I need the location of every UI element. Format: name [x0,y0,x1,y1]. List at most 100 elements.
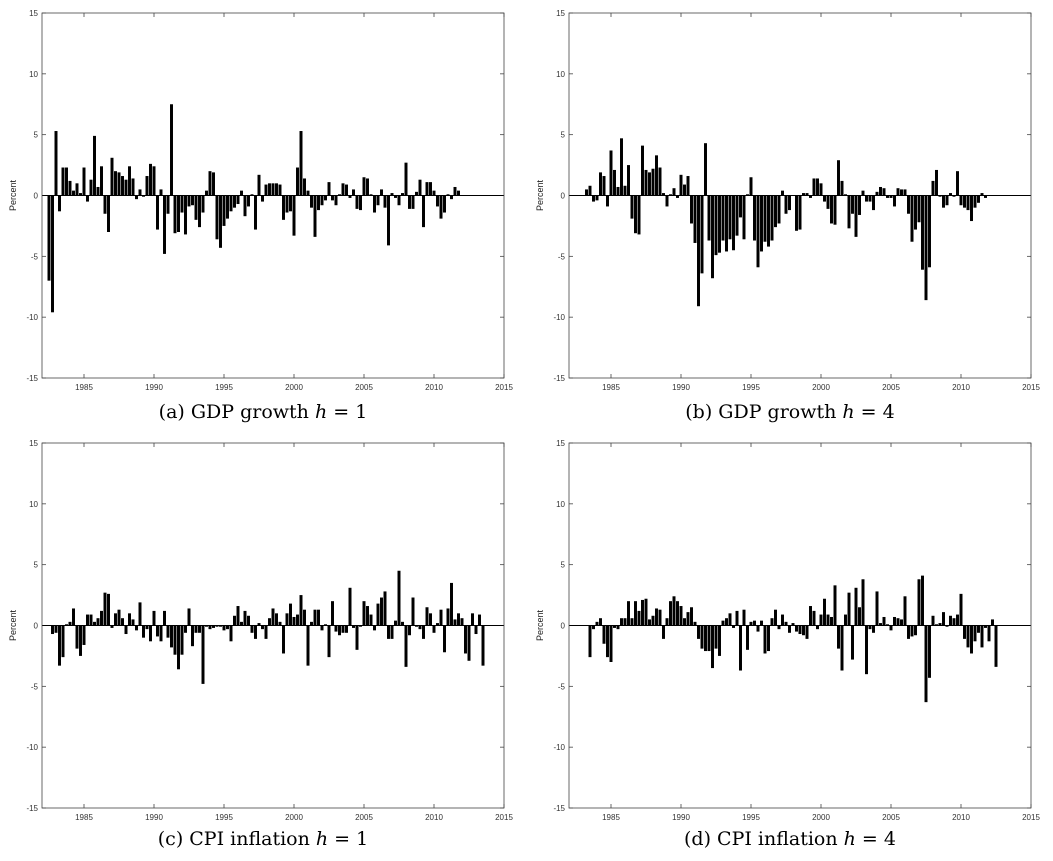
bar [725,195,728,252]
bar [341,625,345,633]
bar [669,601,672,626]
bar [264,625,268,639]
bar [422,625,425,639]
bar [914,625,917,636]
bar [728,195,732,240]
bar [847,592,851,626]
bar [760,195,763,252]
x-tick-label: 2010 [425,383,443,392]
bar [254,195,257,230]
bar [226,195,229,219]
x-tick-label: 1990 [672,813,690,822]
x-tick-label: 1990 [145,813,163,822]
bar [739,625,742,671]
caption-c-eq: = 1 [328,828,369,850]
chart-c: -15 -10 -5 0 5 10 15 1985 1990 1995 2000 2005 2010 20… [8,439,513,822]
bar [369,194,373,196]
bar [166,195,170,214]
bar [914,195,917,230]
bar [718,625,721,656]
bar [54,131,58,196]
bar [595,195,599,201]
caption-b-var: h [842,401,855,423]
x-tick-label: 2005 [882,383,900,392]
bar [194,195,198,220]
bar [613,625,616,628]
bar [348,195,352,198]
bar [795,625,798,632]
bar [609,150,613,196]
bar [791,623,795,626]
bar [457,613,460,626]
bar [746,194,749,196]
bar [236,606,240,626]
bar [208,171,212,196]
bar [198,195,201,228]
bar [721,195,725,241]
bar [268,183,271,196]
bar [805,193,809,196]
caption-c-var: h [315,828,329,850]
bar [844,194,847,196]
bar [865,195,868,202]
bar [51,625,54,635]
bar [100,610,103,626]
bar [324,624,327,626]
bar [599,618,602,626]
bar [882,616,886,626]
bar [317,609,320,626]
bar [149,163,152,196]
bar [980,193,984,196]
bar [655,155,658,196]
bar [387,625,390,639]
bar [198,625,201,633]
bar [872,195,875,211]
x-tick-label: 2005 [355,383,373,392]
bar [240,621,243,626]
bar [471,613,474,626]
caption-a-var: h [314,401,328,423]
bar [798,195,802,230]
bar [767,195,770,247]
bar [222,195,226,226]
bar [376,195,380,206]
bar [131,619,135,626]
bar [686,612,690,626]
bar [96,186,100,196]
bar [261,625,264,630]
bar [271,183,275,196]
bar [250,194,254,196]
bar [415,625,418,627]
bar [264,184,268,196]
bar [72,190,75,196]
y-tick-label: -15 [553,374,565,383]
bar [606,195,609,207]
bar [700,625,704,649]
bar [928,195,931,268]
bar [756,195,760,268]
bar [620,138,623,196]
bar [394,195,397,198]
bar [896,618,900,626]
bar [693,621,697,626]
bar [707,195,711,241]
bar [418,625,422,630]
bar [453,619,457,626]
bar [616,625,620,630]
bar [163,195,166,254]
bar [306,625,310,666]
bar [788,625,791,633]
bar [949,193,952,196]
bar [110,157,114,196]
bar [205,190,208,196]
bar [166,625,170,638]
caption-a: (a) GDP growth h = 1 [0,401,526,423]
bar [320,625,324,631]
bar [436,195,439,207]
bar [180,195,184,213]
bar [721,620,725,626]
bar [907,195,910,214]
bar [327,182,331,196]
bar [404,625,408,667]
bar [616,186,620,196]
